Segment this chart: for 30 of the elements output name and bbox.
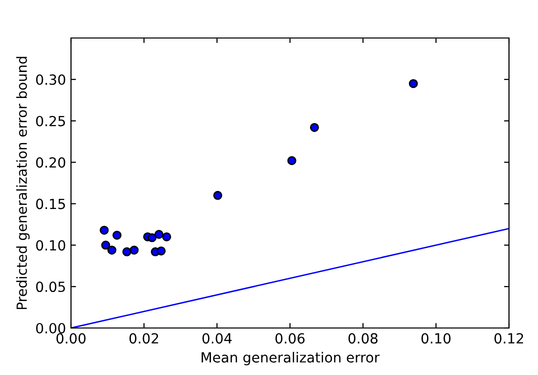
point [100, 226, 109, 235]
point [148, 233, 157, 242]
point [162, 232, 172, 242]
y-tick-label: 0.05 [36, 282, 65, 292]
point [310, 122, 319, 132]
x-axis-title: Mean generalization error [202, 352, 380, 366]
x-tick-label: 0.08 [348, 333, 378, 344]
x-tick-label: 0.06 [275, 333, 305, 344]
y-tick-label: 0.10 [36, 240, 66, 251]
x-tick-label: 0.04 [202, 333, 232, 344]
y-axis-title: Predicted generalization error bound [16, 56, 30, 310]
x-tick-label: 0.12 [494, 333, 524, 344]
point [408, 79, 418, 88]
point [156, 246, 166, 256]
x-tick-label: 0.00 [56, 333, 86, 344]
y-tick-label: 0.30 [36, 74, 66, 85]
point [287, 156, 296, 166]
point [101, 240, 110, 250]
point [112, 230, 122, 240]
point [154, 230, 164, 239]
point [107, 246, 116, 255]
point [130, 246, 139, 255]
x-tick-label: 0.02 [129, 333, 158, 344]
y-tick-label: 0.20 [36, 157, 66, 168]
point [122, 247, 132, 256]
y-tick-label: 0.15 [36, 198, 65, 210]
x-tick-label: 0.10 [421, 333, 451, 344]
y-tick-label: 0.00 [36, 322, 66, 334]
point [213, 190, 222, 200]
y-tick-label: 0.25 [36, 116, 65, 126]
